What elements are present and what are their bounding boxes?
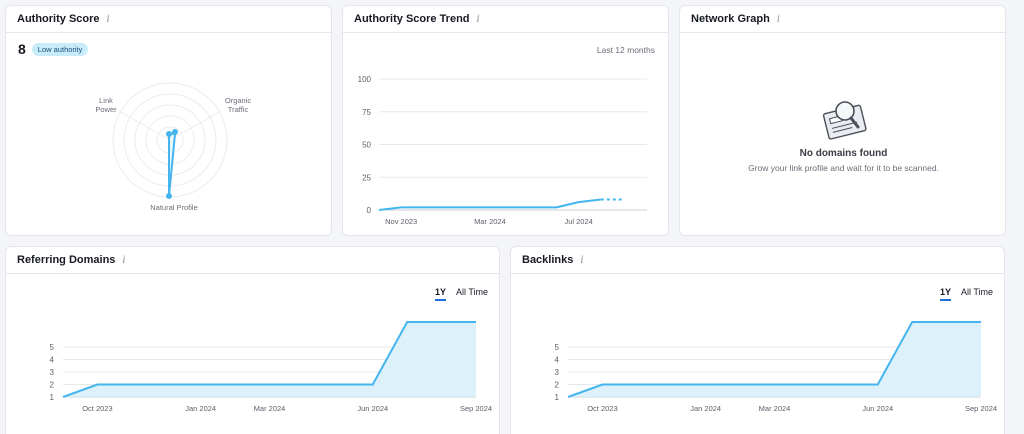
card-header: Backlinks i — [511, 247, 1004, 274]
toggle-1y[interactable]: 1Y — [434, 287, 446, 301]
y-tick-label: 4 — [50, 356, 55, 365]
x-tick-label: Jun 2024 — [357, 404, 388, 413]
authority-trend-title: Authority Score Trend — [354, 13, 470, 25]
x-tick-label: Mar 2024 — [759, 404, 791, 413]
network-graph-title: Network Graph — [691, 13, 770, 25]
authority-trend-chart: 0 25 50 75 100 Nov 2023 Mar 2024 Jul 2024 — [358, 75, 647, 226]
x-tick-label: Sep 2024 — [460, 404, 492, 413]
y-tick-label: 1 — [555, 393, 560, 402]
x-tick-label: Mar 2024 — [474, 217, 506, 226]
radar-label-link-power: Link — [99, 96, 113, 105]
card-header: Referring Domains i — [6, 247, 499, 274]
radar-shape — [168, 132, 176, 197]
radar-axis — [169, 110, 222, 141]
radar-point-organic-traffic — [172, 129, 178, 135]
authority-trend-card: Authority Score Trend i Last 12 months 0… — [342, 5, 669, 236]
authority-score-value: 8 — [18, 41, 26, 57]
x-tick-label: Jul 2024 — [564, 217, 592, 226]
y-tick-label: 1 — [50, 393, 55, 402]
info-icon[interactable]: i — [106, 13, 110, 25]
radar-axis — [118, 110, 171, 141]
authority-badge: Low authority — [31, 42, 89, 56]
radar-label-link-power: Power — [95, 105, 117, 114]
y-tick-label: 2 — [50, 381, 55, 390]
info-icon[interactable]: i — [476, 13, 480, 25]
series-line — [62, 321, 476, 398]
authority-radar-chart: Link Power Organic Traffic Natural Profi… — [95, 82, 252, 212]
x-tick-label: Jan 2024 — [185, 404, 216, 413]
card-header: Authority Score i — [6, 6, 331, 33]
y-tick-label: 100 — [358, 75, 372, 84]
card-header: Network Graph i — [680, 6, 1005, 33]
y-tick-label: 50 — [362, 141, 371, 150]
series-area — [568, 322, 981, 397]
period-toggle: 1Y All Time — [939, 287, 993, 301]
radar-label-natural-profile: Natural Profile — [150, 203, 198, 212]
series-line — [567, 321, 981, 398]
y-tick-label: 75 — [362, 108, 371, 117]
toggle-all-time[interactable]: All Time — [960, 287, 993, 297]
referring-domains-card: Referring Domains i 1Y All Time 1 2 3 4 5 Oct… — [5, 246, 500, 434]
network-graph-card: Network Graph i No domains found Grow yo… — [679, 5, 1006, 236]
toggle-1y[interactable]: 1Y — [939, 287, 951, 301]
x-tick-label: Sep 2024 — [965, 404, 997, 413]
info-icon[interactable]: i — [580, 254, 584, 266]
info-icon[interactable]: i — [122, 254, 126, 266]
radar-label-organic-traffic: Traffic — [228, 105, 249, 114]
x-tick-label: Nov 2023 — [385, 217, 417, 226]
info-icon[interactable]: i — [776, 13, 781, 25]
toggle-all-time[interactable]: All Time — [455, 287, 488, 297]
x-tick-label: Jun 2024 — [862, 404, 893, 413]
period-toggle: 1Y All Time — [434, 287, 488, 301]
radar-label-organic-traffic: Organic — [225, 96, 252, 105]
card-header: Authority Score Trend i — [343, 6, 668, 33]
x-tick-label: Jan 2024 — [690, 404, 721, 413]
y-tick-label: 25 — [362, 173, 371, 182]
empty-state-text: Grow your link profile and wait for it t… — [748, 163, 939, 173]
series-area — [63, 322, 476, 397]
radar-point-natural-profile — [166, 193, 172, 199]
authority-score-title: Authority Score — [17, 13, 100, 25]
backlinks-chart: 1 2 3 4 5 Oct 2023 Jan 2024 Mar 2024 Jun 2024 Sep… — [555, 321, 997, 413]
y-tick-label: 5 — [50, 343, 55, 352]
y-tick-label: 3 — [50, 368, 55, 377]
authority-score-card: Authority Score i 8 Low authority Link P… — [5, 5, 332, 236]
referring-domains-chart: 1 2 3 4 5 Oct 2023 Jan 2024 Mar 2024 Jun 2024 Sep… — [50, 321, 492, 413]
y-tick-label: 0 — [367, 206, 372, 215]
score-row: 8 Low authority — [18, 41, 89, 57]
y-tick-label: 4 — [555, 356, 560, 365]
x-tick-label: Mar 2024 — [254, 404, 286, 413]
y-tick-label: 3 — [555, 368, 560, 377]
radar-point-link-power — [166, 131, 172, 137]
no-results-illustration-icon — [822, 101, 867, 140]
empty-state-title: No domains found — [799, 148, 888, 159]
backlinks-title: Backlinks — [522, 254, 574, 266]
backlinks-card: Backlinks i 1Y All Time 1 2 3 4 5 Oct 2023 Jan… — [510, 246, 1005, 434]
referring-domains-title: Referring Domains — [17, 254, 116, 266]
series-line — [378, 198, 601, 211]
y-tick-label: 2 — [555, 381, 560, 390]
y-tick-label: 5 — [555, 343, 560, 352]
x-tick-label: Oct 2023 — [82, 404, 112, 413]
x-tick-label: Oct 2023 — [587, 404, 617, 413]
trend-period-label: Last 12 months — [596, 45, 655, 55]
